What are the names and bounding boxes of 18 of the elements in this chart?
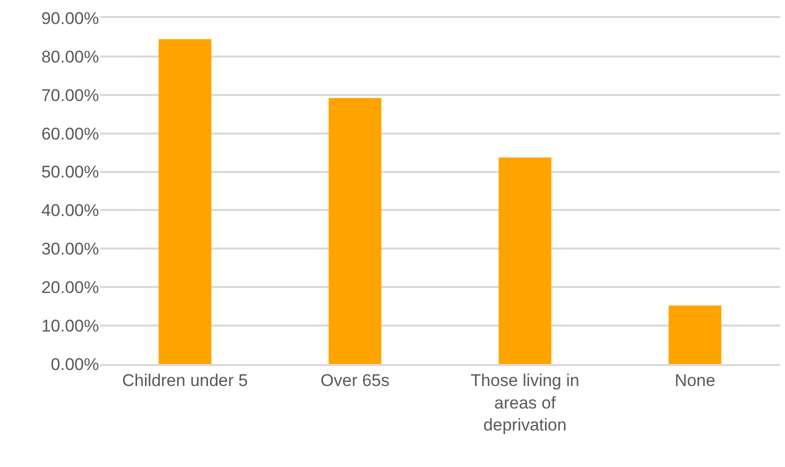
bar: [328, 98, 382, 364]
x-tick-label: None: [674, 371, 716, 390]
y-tick-label: 50.00%: [41, 162, 99, 182]
y-tick-label: 40.00%: [41, 201, 99, 220]
y-tick-label: 20.00%: [41, 278, 99, 298]
y-tick-label: 30.00%: [41, 240, 99, 259]
y-tick-label: 90.00%: [41, 8, 99, 28]
y-tick-label: 70.00%: [41, 86, 99, 105]
y-tick-label: 10.00%: [41, 316, 99, 336]
x-tick-label: Over 65s: [320, 371, 390, 390]
bar: [158, 39, 212, 364]
y-tick-label: 0.00%: [50, 354, 99, 374]
x-tick-label: Children under 5: [122, 371, 248, 390]
bar: [498, 158, 552, 364]
y-tick-label: 60.00%: [41, 124, 99, 144]
bar: [668, 306, 722, 364]
y-tick-label: 80.00%: [41, 47, 99, 66]
x-tick-label: Those living in areas of deprivation: [470, 371, 580, 434]
